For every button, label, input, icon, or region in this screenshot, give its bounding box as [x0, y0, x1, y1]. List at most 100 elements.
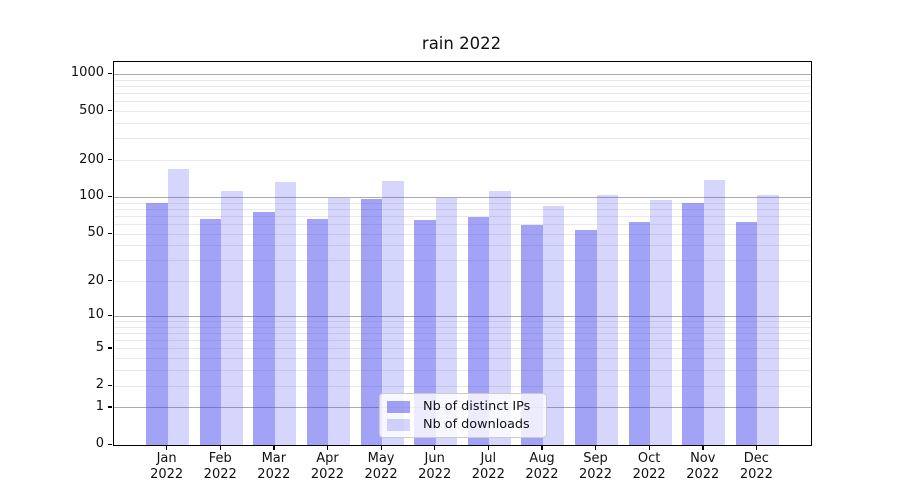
x-tick-feb — [219, 445, 222, 450]
bar-ips-aug — [521, 225, 543, 445]
y-gridline-minor-800 — [114, 85, 811, 87]
chart-title: rain 2022 — [421, 34, 502, 53]
bar-downloads-jul — [489, 190, 511, 445]
y-gridline-2 — [114, 385, 811, 387]
x-tick-label-oct: Oct 2022 — [632, 451, 666, 483]
y-tick-label-5: 5 — [95, 339, 104, 355]
legend-entry-downloads: Nb of downloads — [387, 417, 539, 432]
legend-swatch-distinct-ips — [387, 400, 410, 413]
bar-ips-jan — [146, 203, 168, 445]
y-tick-20 — [108, 280, 112, 282]
x-tick-jun — [434, 445, 436, 450]
x-tick-label-aug: Aug 2022 — [525, 451, 559, 483]
y-tick-50 — [108, 232, 112, 234]
y-gridline-minor-60 — [114, 223, 811, 225]
y-tick-10 — [108, 314, 112, 317]
y-tick-1000 — [108, 72, 112, 75]
bar-ips-jul — [467, 217, 490, 445]
plot-area: Nb of distinct IPs Nb of downloads — [113, 61, 812, 446]
y-tick-1 — [108, 406, 112, 408]
y-gridline-minor-40 — [114, 245, 811, 247]
bar-downloads-sep — [596, 194, 618, 445]
y-tick-2 — [108, 384, 112, 386]
y-gridline-minor-90 — [114, 202, 811, 204]
y-tick-label-20: 20 — [87, 272, 104, 288]
legend-label-downloads: Nb of downloads — [423, 417, 530, 432]
y-gridline-minor-70 — [114, 215, 811, 217]
legend-entry-distinct-ips: Nb of distinct IPs — [387, 399, 539, 414]
x-tick-label-may: May 2022 — [364, 451, 398, 483]
y-tick-5 — [108, 347, 112, 349]
y-gridline-minor-600 — [114, 101, 811, 103]
x-tick-mar — [273, 445, 275, 450]
bar-ips-may — [360, 199, 383, 445]
y-gridline-10 — [114, 315, 811, 317]
x-tick-label-jan: Jan 2022 — [150, 451, 184, 483]
y-gridline-minor-6 — [114, 340, 811, 342]
y-gridline-50 — [114, 233, 811, 235]
y-gridline-minor-30 — [114, 260, 811, 262]
x-tick-label-sep: Sep 2022 — [578, 451, 613, 483]
y-tick-label-1: 1 — [95, 398, 104, 414]
y-gridline-5 — [114, 348, 811, 350]
bar-downloads-may — [382, 181, 404, 445]
y-gridline-minor-300 — [114, 138, 811, 140]
x-tick-aug — [541, 445, 543, 450]
y-gridline-minor-8 — [114, 326, 811, 328]
bar-downloads-dec — [757, 194, 779, 445]
x-tick-nov — [702, 445, 704, 450]
bar-ips-jun — [414, 220, 436, 445]
x-tick-label-jun: Jun 2022 — [418, 451, 452, 483]
x-tick-label-feb: Feb 2022 — [203, 451, 237, 483]
y-gridline-1000 — [114, 73, 811, 75]
bar-ips-dec — [735, 221, 758, 445]
y-tick-500 — [108, 110, 112, 112]
x-tick-label-nov: Nov 2022 — [686, 451, 720, 483]
x-tick-dec — [755, 445, 758, 450]
bar-downloads-apr — [328, 198, 350, 445]
x-tick-sep — [595, 445, 597, 450]
bar-downloads-jun — [435, 197, 458, 445]
legend-swatch-downloads — [387, 418, 410, 431]
y-gridline-minor-900 — [114, 79, 811, 81]
bar-ips-sep — [575, 230, 597, 445]
bar-downloads-aug — [542, 206, 565, 445]
y-gridline-minor-3 — [114, 370, 811, 372]
x-tick-label-apr: Apr 2022 — [310, 451, 344, 483]
y-tick-label-500: 500 — [79, 102, 104, 118]
bar-ips-oct — [628, 221, 651, 445]
x-tick-label-jul: Jul 2022 — [471, 451, 505, 483]
y-gridline-minor-80 — [114, 208, 811, 210]
legend-label-distinct-ips: Nb of distinct IPs — [423, 399, 531, 414]
x-tick-apr — [326, 445, 329, 450]
x-tick-may — [380, 445, 382, 450]
y-tick-label-50: 50 — [87, 225, 104, 241]
x-tick-oct — [648, 445, 650, 450]
y-gridline-minor-400 — [114, 122, 811, 124]
x-tick-jan — [166, 445, 168, 450]
bar-downloads-oct — [650, 199, 672, 445]
y-tick-label-10: 10 — [87, 307, 104, 323]
bar-ips-nov — [682, 203, 704, 445]
y-tick-label-1000: 1000 — [70, 65, 104, 81]
y-tick-label-200: 200 — [79, 151, 104, 167]
legend: Nb of distinct IPs Nb of downloads — [379, 393, 547, 438]
x-tick-label-mar: Mar 2022 — [257, 451, 291, 483]
x-tick-jul — [487, 445, 490, 450]
y-tick-100 — [108, 195, 112, 198]
bar-ips-mar — [253, 211, 275, 445]
bar-downloads-feb — [221, 191, 243, 445]
y-gridline-100 — [114, 196, 811, 198]
y-gridline-20 — [114, 281, 811, 283]
y-gridline-200 — [114, 160, 811, 161]
bar-downloads-jan — [167, 169, 190, 445]
y-tick-0 — [108, 443, 112, 445]
y-tick-label-2: 2 — [95, 377, 104, 393]
x-tick-label-dec: Dec 2022 — [739, 451, 773, 483]
bar-ips-apr — [307, 219, 329, 445]
y-gridline-500 — [114, 111, 811, 113]
bar-downloads-nov — [703, 179, 726, 445]
y-gridline-minor-4 — [114, 358, 811, 360]
y-tick-200 — [108, 159, 112, 161]
